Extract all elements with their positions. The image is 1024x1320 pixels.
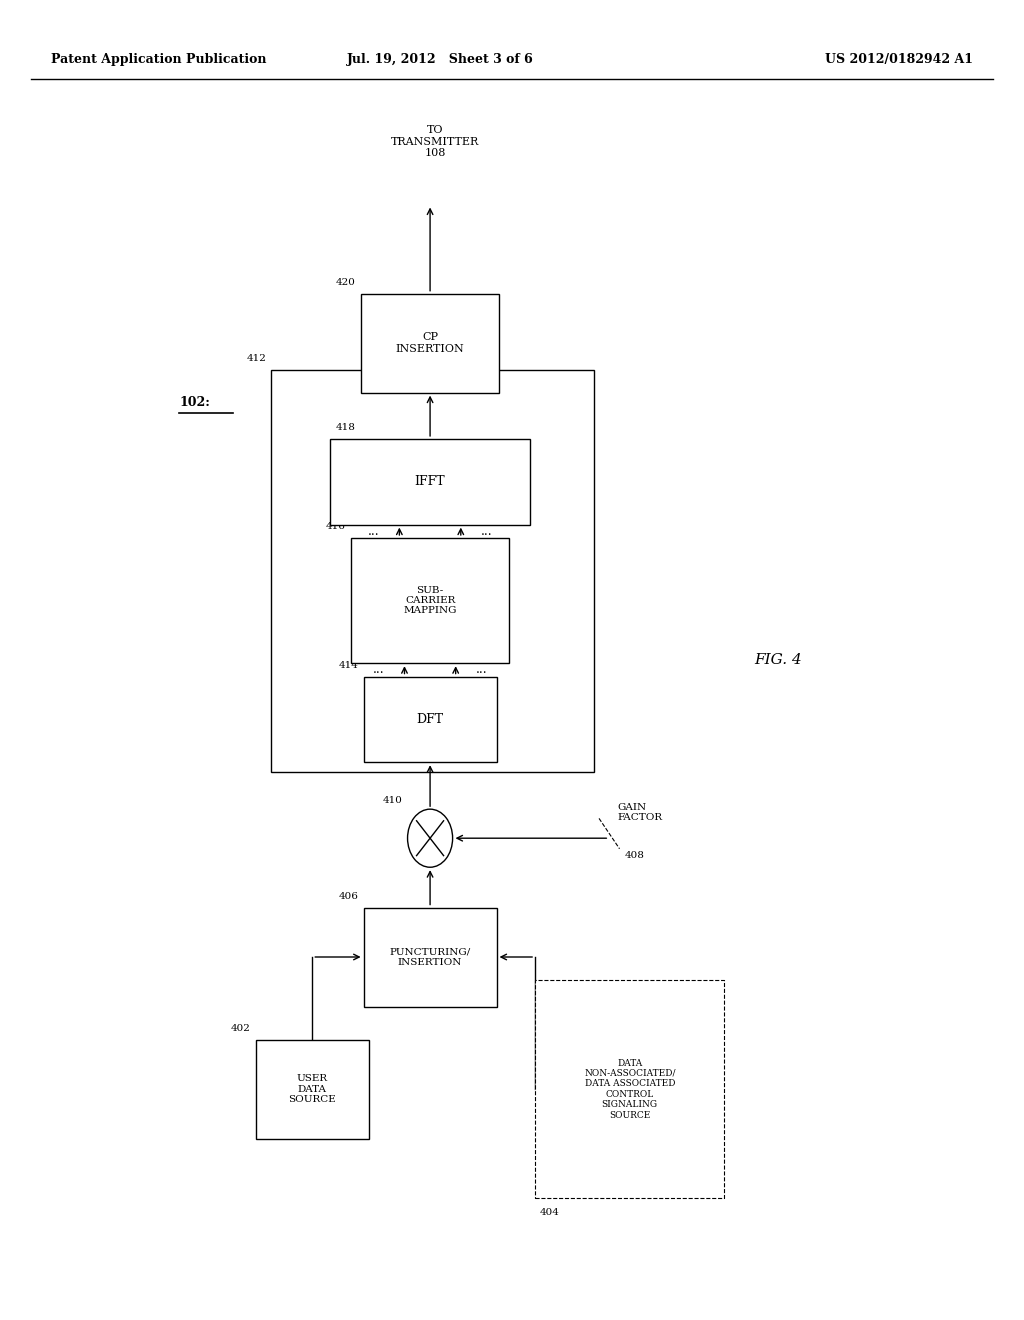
Text: 414: 414 (339, 661, 358, 671)
FancyBboxPatch shape (360, 294, 500, 393)
Text: ...: ... (480, 525, 493, 537)
FancyBboxPatch shape (535, 979, 725, 1199)
FancyBboxPatch shape (364, 676, 497, 763)
FancyBboxPatch shape (256, 1040, 369, 1138)
Text: PUNCTURING/
INSERTION: PUNCTURING/ INSERTION (389, 948, 471, 966)
FancyBboxPatch shape (364, 908, 497, 1006)
Text: DFT: DFT (417, 713, 443, 726)
Text: CP
INSERTION: CP INSERTION (395, 333, 465, 354)
Text: 404: 404 (541, 1209, 560, 1217)
Text: 420: 420 (336, 279, 356, 288)
Text: US 2012/0182942 A1: US 2012/0182942 A1 (824, 53, 973, 66)
Text: USER
DATA
SOURCE: USER DATA SOURCE (289, 1074, 336, 1104)
Text: 402: 402 (231, 1024, 251, 1032)
Text: ...: ... (373, 664, 385, 676)
Text: IFFT: IFFT (415, 475, 445, 488)
FancyBboxPatch shape (330, 438, 530, 524)
Text: Jul. 19, 2012   Sheet 3 of 6: Jul. 19, 2012 Sheet 3 of 6 (347, 53, 534, 66)
Text: SUB-
CARRIER
MAPPING: SUB- CARRIER MAPPING (403, 586, 457, 615)
Text: TO
TRANSMITTER
108: TO TRANSMITTER 108 (391, 125, 479, 158)
Text: FIG. 4: FIG. 4 (755, 653, 802, 667)
Text: Patent Application Publication: Patent Application Publication (51, 53, 266, 66)
Text: GAIN
FACTOR: GAIN FACTOR (617, 803, 663, 822)
Text: ...: ... (368, 525, 380, 537)
Text: 410: 410 (383, 796, 402, 805)
Text: ...: ... (475, 664, 487, 676)
Text: 102:: 102: (179, 396, 210, 409)
Text: 412: 412 (247, 354, 266, 363)
Text: 418: 418 (336, 424, 355, 433)
Text: 416: 416 (326, 523, 345, 531)
Text: 406: 406 (339, 892, 358, 900)
Text: DATA
NON-ASSOCIATED/
DATA ASSOCIATED
CONTROL
SIGNALING
SOURCE: DATA NON-ASSOCIATED/ DATA ASSOCIATED CON… (584, 1059, 676, 1119)
FancyBboxPatch shape (350, 539, 509, 663)
Text: 408: 408 (625, 851, 644, 861)
Circle shape (408, 809, 453, 867)
